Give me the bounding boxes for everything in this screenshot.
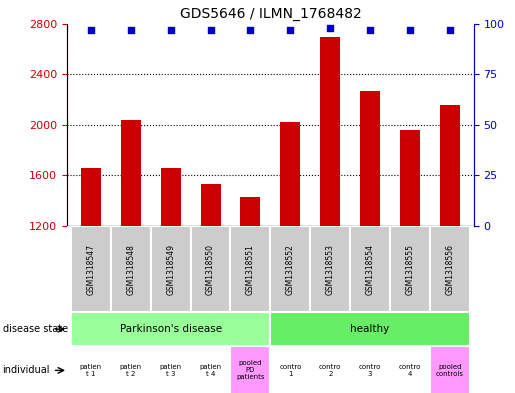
Bar [270,226,310,312]
Text: patien
t 3: patien t 3 [160,364,182,377]
Bar [151,346,191,393]
Text: patien
t 4: patien t 4 [199,364,221,377]
Bar [191,226,231,312]
Text: contro
4: contro 4 [399,364,421,377]
Text: GSM1318548: GSM1318548 [126,244,135,295]
Text: GSM1318556: GSM1318556 [445,244,454,295]
Bar [241,197,261,226]
Bar [390,346,430,393]
Text: GSM1318547: GSM1318547 [87,244,95,295]
Point [326,24,334,31]
Bar [231,226,270,312]
Bar [320,37,340,226]
Text: GSM1318554: GSM1318554 [366,244,374,295]
Bar [81,168,101,226]
Bar [191,346,231,393]
Text: disease state: disease state [3,324,67,334]
Text: healthy: healthy [351,324,390,334]
Point [446,26,454,33]
Text: contro
2: contro 2 [319,364,341,377]
Point [166,26,175,33]
Bar [440,105,460,226]
Bar [350,346,390,393]
Bar [310,346,350,393]
Bar [71,346,111,393]
Bar [400,130,420,226]
Text: pooled
controls: pooled controls [436,364,464,377]
Text: pooled
PD
patients: pooled PD patients [236,360,265,380]
Bar [231,346,270,393]
Point [286,26,295,33]
Bar [71,226,111,312]
Bar [280,122,300,226]
Text: patien
t 1: patien t 1 [80,364,102,377]
Text: patien
t 2: patien t 2 [119,364,142,377]
Point [87,26,95,33]
Point [406,26,414,33]
Text: GSM1318550: GSM1318550 [206,244,215,295]
Bar [151,226,191,312]
Text: GSM1318555: GSM1318555 [405,244,415,295]
Bar [430,346,470,393]
Text: Parkinson's disease: Parkinson's disease [119,324,222,334]
Bar [111,226,151,312]
Text: GSM1318553: GSM1318553 [325,244,335,295]
Bar [111,346,151,393]
Text: individual: individual [3,365,50,375]
Bar [430,226,470,312]
Bar [270,346,310,393]
Bar [390,226,430,312]
Bar [350,226,390,312]
Point [127,26,135,33]
Title: GDS5646 / ILMN_1768482: GDS5646 / ILMN_1768482 [180,7,361,21]
Point [246,26,254,33]
Bar [270,312,470,346]
Point [366,26,374,33]
Bar [310,226,350,312]
Bar [360,91,380,226]
Text: GSM1318551: GSM1318551 [246,244,255,295]
Bar [121,120,141,226]
Text: contro
3: contro 3 [359,364,381,377]
Bar [71,312,270,346]
Point [207,26,215,33]
Text: contro
1: contro 1 [279,364,301,377]
Text: GSM1318549: GSM1318549 [166,244,175,295]
Bar [200,184,220,226]
Bar [161,168,181,226]
Text: GSM1318552: GSM1318552 [286,244,295,295]
